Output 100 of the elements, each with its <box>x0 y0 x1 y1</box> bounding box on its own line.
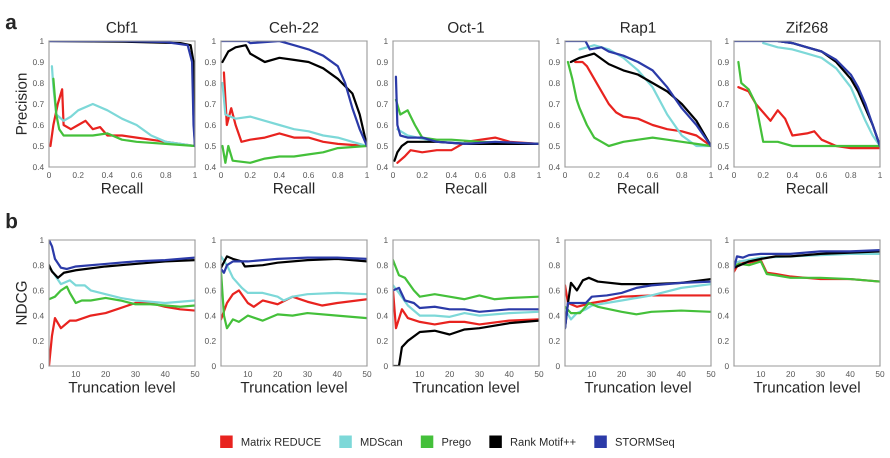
y-tick-label: 0.5 <box>718 143 729 150</box>
y-tick-label: 1 <box>212 38 216 44</box>
y-tick-label: 0.7 <box>204 101 216 108</box>
y-tick-label: 1 <box>556 38 560 44</box>
x-tick-label: 0.4 <box>786 172 798 178</box>
line-series <box>221 270 367 330</box>
line-series <box>565 282 711 320</box>
y-tick-label: 0.4 <box>718 312 729 319</box>
x-tick-label: 50 <box>876 371 884 377</box>
x-tick-label: 40 <box>676 371 686 377</box>
x-tick-label: 40 <box>846 371 855 377</box>
line-series <box>49 259 195 279</box>
y-tick-label: 0.7 <box>548 101 560 108</box>
y-tick-label: 0.9 <box>204 59 216 66</box>
x-tick-label: 0.4 <box>446 172 457 178</box>
y-tick-label: 0.2 <box>718 338 729 344</box>
x-axis-title: Recall <box>102 182 142 194</box>
y-tick-label: 0.4 <box>376 312 388 319</box>
x-tick-label: 50 <box>362 371 372 377</box>
y-tick-label: 0 <box>724 363 729 370</box>
x-tick-label: 0.8 <box>160 172 172 178</box>
x-tick-label: 20 <box>445 371 454 377</box>
line-series <box>737 86 880 150</box>
y-axis-title: Precision <box>16 74 27 134</box>
y-tick-label: 0.4 <box>204 312 216 319</box>
x-axis-title: Recall <box>618 182 658 194</box>
line-series <box>221 255 367 269</box>
x-tick-label: 0.2 <box>416 172 428 178</box>
x-tick-label: 0.6 <box>816 172 828 178</box>
line-series <box>393 284 539 318</box>
x-tick-label: 0.2 <box>244 172 256 178</box>
line-series <box>737 60 880 148</box>
x-tick-label: 30 <box>131 371 140 377</box>
x-tick-label: 1 <box>365 172 369 178</box>
line-series <box>221 255 367 302</box>
x-tick-label: 30 <box>816 371 825 377</box>
y-tick-label: 0.7 <box>376 101 388 108</box>
chart-title: Zif268 <box>786 22 828 33</box>
line-series <box>734 252 880 264</box>
x-tick-label: 50 <box>534 371 544 377</box>
y-tick-label: 0.6 <box>32 288 44 294</box>
chart-title: Ceh-22 <box>270 22 318 33</box>
y-tick-label: 1 <box>725 38 729 44</box>
y-tick-label: 0.5 <box>548 143 560 150</box>
x-tick-label: 0.6 <box>475 172 486 178</box>
line-series <box>221 289 367 320</box>
x-tick-label: 0.6 <box>303 172 314 178</box>
x-tick-label: 1 <box>193 172 197 178</box>
y-tick-label: 0 <box>212 363 216 370</box>
y-tick-label: 0.6 <box>204 122 216 128</box>
x-tick-label: 0 <box>391 172 395 178</box>
x-tick-label: 20 <box>273 371 282 377</box>
y-tick-label: 0.2 <box>548 338 560 344</box>
y-tick-label: 0.6 <box>32 122 44 128</box>
x-axis-title: Truncation level <box>584 381 691 393</box>
x-tick-label: 0 <box>732 172 736 178</box>
y-tick-label: 0.2 <box>376 338 388 344</box>
y-tick-label: 0.6 <box>376 288 388 294</box>
x-tick-label: 0.4 <box>274 172 285 178</box>
x-axis-title: Truncation level <box>412 381 519 393</box>
x-tick-label: 0 <box>563 172 567 178</box>
x-tick-label: 20 <box>617 371 626 377</box>
line-series <box>565 302 711 316</box>
y-tick-label: 0.8 <box>376 262 388 268</box>
y-tick-label: 0.8 <box>32 262 44 268</box>
y-tick-label: 0.9 <box>548 59 560 66</box>
y-tick-label: 0.4 <box>376 164 388 170</box>
line-series <box>50 65 195 148</box>
legend-label: Rank Motif++ <box>510 438 576 446</box>
x-axis-title: Truncation level <box>754 381 860 393</box>
y-tick-label: 0 <box>556 363 560 370</box>
line-series <box>393 286 539 313</box>
y-tick-label: 0.6 <box>376 122 388 128</box>
x-tick-label: 0.2 <box>588 172 600 178</box>
y-tick-label: 0.9 <box>718 59 729 66</box>
y-tick-label: 0.4 <box>32 164 44 170</box>
x-tick-label: 0.2 <box>758 172 769 178</box>
x-axis-title: Recall <box>274 182 314 194</box>
y-tick-label: 0.6 <box>204 288 216 294</box>
y-tick-label: 0.8 <box>32 80 44 86</box>
x-tick-label: 0.6 <box>647 172 658 178</box>
x-tick-label: 40 <box>504 371 514 377</box>
y-tick-label: 0.8 <box>718 80 729 86</box>
y-tick-label: 0.4 <box>548 312 560 319</box>
y-tick-label: 0.8 <box>548 80 560 86</box>
x-tick-label: 0.8 <box>845 172 856 178</box>
line-series <box>221 144 367 164</box>
x-tick-label: 0.4 <box>102 172 113 178</box>
legend-label: Matrix REDUCE <box>242 438 321 446</box>
y-axis-title: NDCG <box>16 282 27 324</box>
y-tick-label: 1 <box>384 38 388 44</box>
legend-label: Prego <box>442 438 471 448</box>
y-tick-label: 0.5 <box>204 143 216 150</box>
y-tick-label: 0 <box>384 363 388 370</box>
y-tick-label: 0.9 <box>32 59 44 66</box>
y-tick-label: 0.4 <box>548 164 560 170</box>
line-series <box>52 78 195 148</box>
x-axis-title: Recall <box>446 182 486 194</box>
x-tick-label: 40 <box>160 371 170 377</box>
legend-label: MDScan <box>360 438 402 446</box>
